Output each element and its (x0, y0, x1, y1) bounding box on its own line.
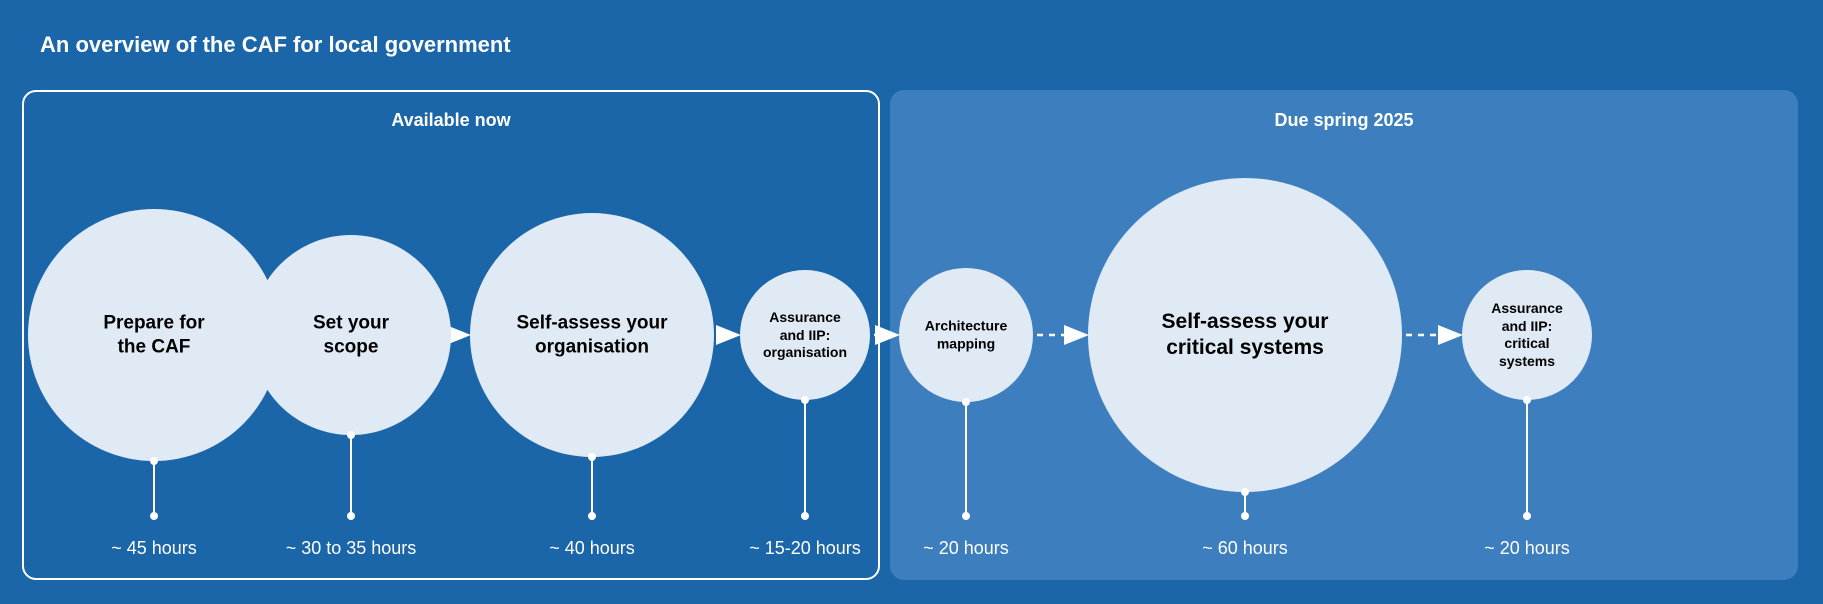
hours-label-2: ~ 40 hours (549, 538, 635, 559)
step-label-0: Prepare forthe CAF (34, 311, 274, 359)
step-label-4: Architecturemapping (905, 318, 1027, 353)
diagram-stage: An overview of the CAF for local governm… (0, 0, 1823, 604)
hours-label-6: ~ 20 hours (1484, 538, 1570, 559)
hours-label-4: ~ 20 hours (923, 538, 1009, 559)
hours-label-3: ~ 15-20 hours (749, 538, 861, 559)
step-label-5: Self-assess yourcritical systems (1094, 309, 1396, 362)
step-label-3: Assuranceand IIP:organisation (746, 309, 864, 362)
hours-label-0: ~ 45 hours (111, 538, 197, 559)
section-label-due: Due spring 2025 (1274, 110, 1413, 131)
page-title: An overview of the CAF for local governm… (40, 32, 511, 58)
hours-label-1: ~ 30 to 35 hours (286, 538, 417, 559)
step-label-1: Set yourscope (257, 311, 445, 359)
step-label-6: Assuranceand IIP:criticalsystems (1468, 300, 1586, 370)
hours-label-5: ~ 60 hours (1202, 538, 1288, 559)
section-label-available: Available now (391, 110, 510, 131)
step-label-2: Self-assess yourorganisation (476, 311, 708, 359)
